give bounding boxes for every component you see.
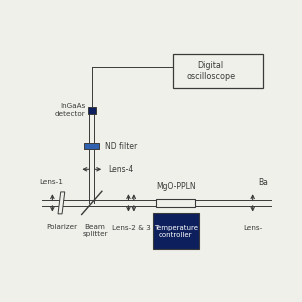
Bar [156,199,195,207]
Text: Lens-: Lens- [243,225,262,231]
Text: Ba: Ba [258,178,268,187]
Text: Beam
splitter: Beam splitter [82,224,108,237]
Text: Lens-2 & 3: Lens-2 & 3 [112,225,150,231]
Text: Digital
oscilloscope: Digital oscilloscope [186,61,235,81]
Bar [85,143,99,149]
Text: MgO-PPLN: MgO-PPLN [156,182,195,191]
Bar [153,213,199,249]
Text: Polarizer: Polarizer [46,224,77,230]
Polygon shape [58,192,65,214]
Text: Lens-1: Lens-1 [39,179,63,185]
Bar [173,54,263,88]
Bar [88,107,96,114]
Text: InGaAs
detector: InGaAs detector [55,103,85,117]
Text: Lens-4: Lens-4 [108,165,133,174]
Text: Temperature
controller: Temperature controller [154,225,198,238]
Text: ND filter: ND filter [105,142,137,151]
